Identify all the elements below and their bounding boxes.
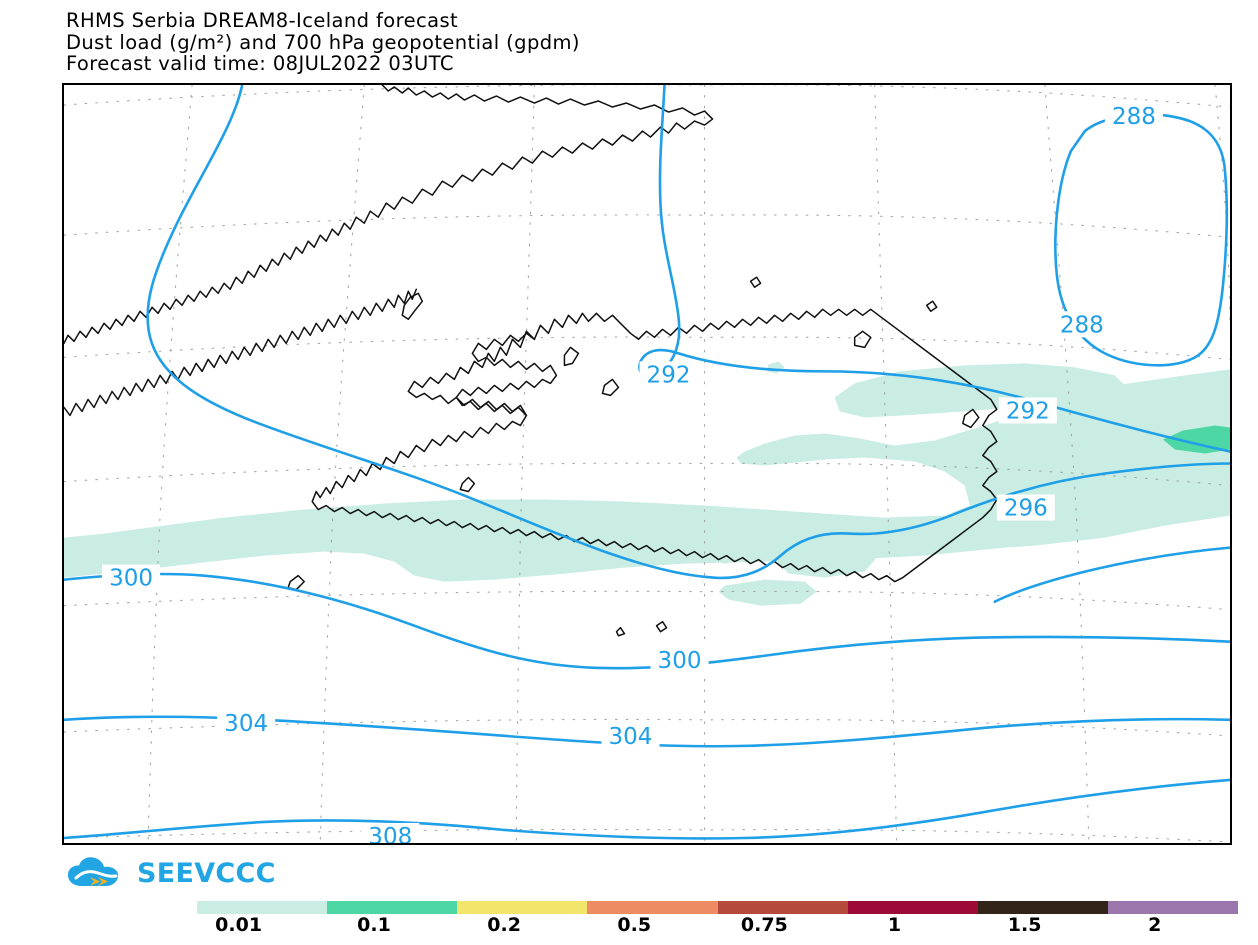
contour-label-292-right: 292	[998, 397, 1057, 424]
svg-text:292: 292	[647, 362, 691, 388]
colorbar-tick-5: 1	[887, 914, 902, 936]
dust-patch-se-iceland	[922, 501, 1185, 550]
contour-label-300-mid: 300	[650, 646, 709, 674]
svg-text:300: 300	[109, 566, 153, 592]
contour-label-308-mid: 308	[361, 822, 420, 843]
coastline-iceland-ne-detail	[853, 330, 872, 349]
svg-text:288: 288	[1112, 104, 1156, 130]
logo-text: SEEVCCC	[137, 857, 276, 889]
parallel-3	[64, 336, 1230, 360]
cloud-icon	[68, 857, 119, 886]
colorbar-tick-0: 0.01	[215, 914, 263, 936]
contour-label-300-left: 300	[102, 564, 161, 592]
graticule	[64, 85, 1230, 843]
parallel-6	[64, 718, 1230, 737]
dust-load-colorbar-labels: 0.01 0.1 0.2 0.5 0.75 1 1.5 2	[197, 914, 1238, 942]
contour-300-main	[64, 572, 1230, 670]
contour-label-288-top: 288	[1104, 103, 1163, 130]
title-line-1: RHMS Serbia DREAM8-Iceland forecast	[66, 9, 459, 32]
dust-speck-ne	[766, 361, 785, 374]
coastline-greenland-fjords	[64, 288, 418, 417]
parallel-7	[64, 828, 1230, 843]
meridian-1	[147, 85, 193, 843]
contour-label-304-left: 304	[217, 709, 276, 737]
seg-2	[1107, 901, 1238, 914]
contour-label-292-left: 292	[639, 361, 698, 388]
svg-text:308: 308	[368, 824, 412, 843]
seg-0.75	[717, 901, 848, 914]
islet-4	[925, 300, 938, 313]
coastline-iceland-westfjords	[455, 332, 558, 417]
meridian-2	[319, 85, 365, 843]
svg-text:300: 300	[658, 648, 702, 674]
contour-label-288-bottom: 288	[1052, 311, 1111, 338]
title-block: RHMS Serbia DREAM8-Iceland forecast Dust…	[66, 10, 966, 75]
parallel-4	[64, 462, 1230, 487]
svg-text:304: 304	[609, 724, 653, 750]
seg-0.01	[197, 901, 328, 914]
map-plot-frame: 288 288 292 292 296	[62, 83, 1232, 845]
coastlines	[64, 85, 998, 637]
dust-patch-south-1	[694, 529, 761, 564]
contour-288-loop	[1054, 113, 1229, 367]
coastline-iceland	[311, 308, 998, 583]
islet-1	[655, 620, 668, 633]
dust-patch-south-2	[776, 543, 877, 578]
seg-0.2	[457, 901, 588, 914]
seg-0.5	[587, 901, 718, 914]
coastline-greenland-inlet	[401, 292, 424, 321]
colorbar-tick-2: 0.2	[487, 914, 521, 936]
parallel-2	[64, 214, 1230, 238]
coastline-greenland-sub1	[459, 476, 476, 493]
colorbar-tick-1: 0.1	[357, 914, 391, 936]
coastline-iceland-fjord-detail-2	[601, 378, 620, 397]
contour-label-304-mid: 304	[601, 722, 660, 750]
seevccc-logo: SEEVCCC	[66, 851, 276, 895]
contour-labels: 288 288 292 292 296	[102, 103, 1163, 843]
seg-1	[847, 901, 978, 914]
islet-3	[749, 276, 762, 289]
parallel-5	[64, 590, 1230, 611]
seg-1.5	[977, 901, 1108, 914]
contour-296-main	[146, 85, 1230, 580]
svg-text:292: 292	[1006, 398, 1050, 424]
seg-0.1	[327, 901, 458, 914]
contour-label-296-right: 296	[996, 494, 1055, 522]
meridian-5	[874, 85, 898, 843]
svg-text:288: 288	[1060, 312, 1104, 338]
dust-load-colorbar	[197, 901, 1238, 914]
coastline-iceland-e-detail	[962, 408, 980, 429]
forecast-map: 288 288 292 292 296	[64, 85, 1230, 843]
dust-band-0.01	[64, 369, 1230, 582]
islet-2	[615, 626, 626, 637]
title-line-2: Dust load (g/m²) and 700 hPa geopotentia…	[66, 30, 580, 54]
contour-unlabeled-lower-right	[993, 546, 1230, 603]
colorbar-tick-6: 1.5	[1007, 914, 1042, 936]
svg-text:296: 296	[1004, 496, 1048, 522]
coastline-greenland	[64, 85, 714, 345]
dust-patch-south-coast	[718, 579, 817, 606]
title-line-3: Forecast valid time: 08JUL2022 03UTC	[66, 52, 454, 75]
svg-text:304: 304	[224, 711, 268, 737]
coastline-iceland-fjord-detail-1	[563, 346, 580, 367]
colorbar-tick-7: 2	[1148, 914, 1162, 936]
colorbar-tick-3: 0.5	[617, 914, 652, 936]
coastline-greenland-sub2	[287, 574, 305, 591]
contour-308-main	[64, 778, 1230, 840]
colorbar-tick-4: 0.75	[740, 914, 788, 936]
meridian-6	[1044, 85, 1090, 843]
